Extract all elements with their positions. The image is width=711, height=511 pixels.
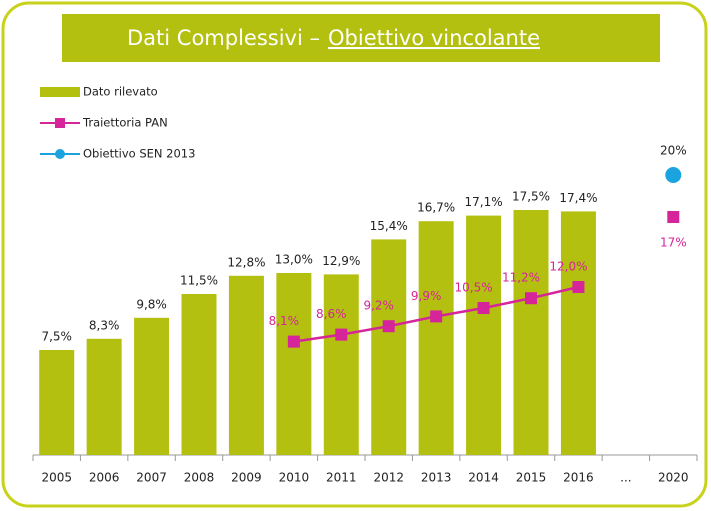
legend-swatch — [40, 87, 80, 97]
x-tick-label: 2005 — [41, 471, 72, 485]
bar-label: 7,5% — [41, 330, 72, 344]
bar-label: 15,4% — [370, 219, 408, 233]
line-marker — [572, 281, 585, 293]
x-tick-label: 2015 — [516, 471, 547, 485]
bar-label: 12,9% — [322, 254, 360, 268]
bar-label: 9,8% — [136, 297, 167, 311]
line-label: 9,9% — [411, 289, 442, 303]
bar-label: 12,8% — [227, 255, 265, 269]
x-tick-label: 2008 — [184, 471, 215, 485]
legend-marker — [55, 149, 65, 159]
legend-label: Obiettivo SEN 2013 — [83, 147, 195, 161]
x-tick-label: 2007 — [136, 471, 167, 485]
line-label: 17% — [660, 236, 687, 250]
legend-label: Dato rilevato — [83, 85, 158, 99]
line-marker — [287, 335, 300, 348]
line-marker — [335, 328, 348, 341]
bar — [513, 210, 549, 455]
line-label: 11,2% — [502, 271, 540, 285]
point-label: 20% — [660, 144, 687, 158]
line-label: 8,1% — [269, 314, 300, 328]
bar — [228, 275, 264, 455]
line-label: 9,2% — [363, 299, 394, 313]
x-tick-label: 2010 — [279, 471, 310, 485]
bar-label: 17,5% — [512, 190, 550, 204]
x-tick-label: 2016 — [563, 471, 594, 485]
bar-label: 17,4% — [559, 191, 597, 205]
line-label: 12,0% — [549, 260, 587, 274]
bar-label: 17,1% — [465, 195, 503, 209]
x-tick-label: 2012 — [373, 471, 404, 485]
bar-label: 8,3% — [89, 318, 120, 332]
line-label: 8,6% — [316, 307, 347, 321]
point — [665, 167, 682, 183]
line-marker — [525, 292, 537, 305]
x-tick-label: 2011 — [326, 471, 357, 485]
line-marker — [382, 320, 395, 333]
bar — [466, 215, 502, 455]
bar — [181, 294, 217, 455]
x-tick-label: 2020 — [658, 471, 689, 485]
x-tick-label: 2014 — [468, 471, 499, 485]
bar — [323, 274, 359, 455]
x-tick-label: ... — [620, 471, 631, 485]
bar — [134, 317, 170, 455]
chart-title-emphasis: Obiettivo vincolante — [328, 26, 540, 50]
legend-label: Traiettoria PAN — [82, 116, 168, 130]
title-bar — [62, 14, 660, 62]
x-tick-label: 2009 — [231, 471, 262, 485]
chart-title: Dati Complessivi – — [127, 26, 320, 50]
bar-label: 16,7% — [417, 201, 455, 215]
bar — [276, 273, 312, 455]
line-marker — [430, 310, 443, 323]
legend-marker — [55, 118, 65, 128]
bar — [418, 221, 454, 455]
bar-label: 11,5% — [180, 274, 218, 288]
x-tick-label: 2006 — [89, 471, 120, 485]
bar — [86, 338, 122, 455]
bar — [560, 211, 596, 455]
line-label: 10,5% — [455, 281, 493, 295]
line-marker — [477, 302, 490, 314]
line-marker — [667, 211, 680, 223]
bar — [39, 350, 75, 455]
bar-label: 13,0% — [275, 253, 313, 267]
bar — [371, 239, 407, 455]
x-tick-label: 2013 — [421, 471, 452, 485]
